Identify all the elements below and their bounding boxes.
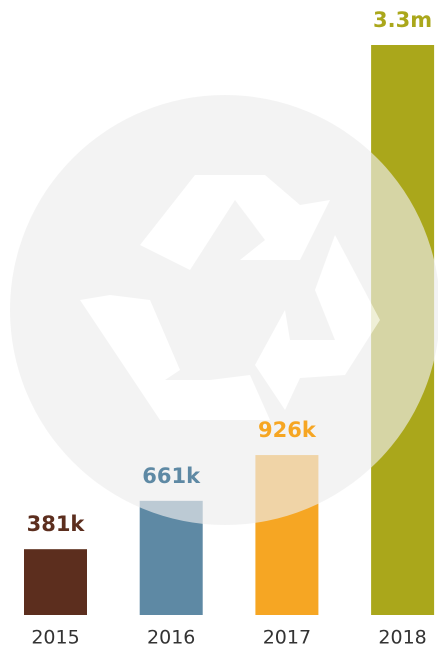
x-tick-label: 2016 <box>147 627 195 649</box>
bar <box>24 549 87 615</box>
x-tick-label: 2018 <box>378 627 426 649</box>
value-label: 3.3m <box>373 8 432 32</box>
value-label: 381k <box>27 512 86 536</box>
value-label: 661k <box>142 464 201 488</box>
icon-circle <box>10 95 438 525</box>
value-label: 926k <box>258 418 317 442</box>
x-tick-label: 2015 <box>31 627 79 649</box>
x-tick-label: 2017 <box>263 627 311 649</box>
icon-arrows <box>80 175 380 420</box>
recycle-icon <box>10 95 438 525</box>
